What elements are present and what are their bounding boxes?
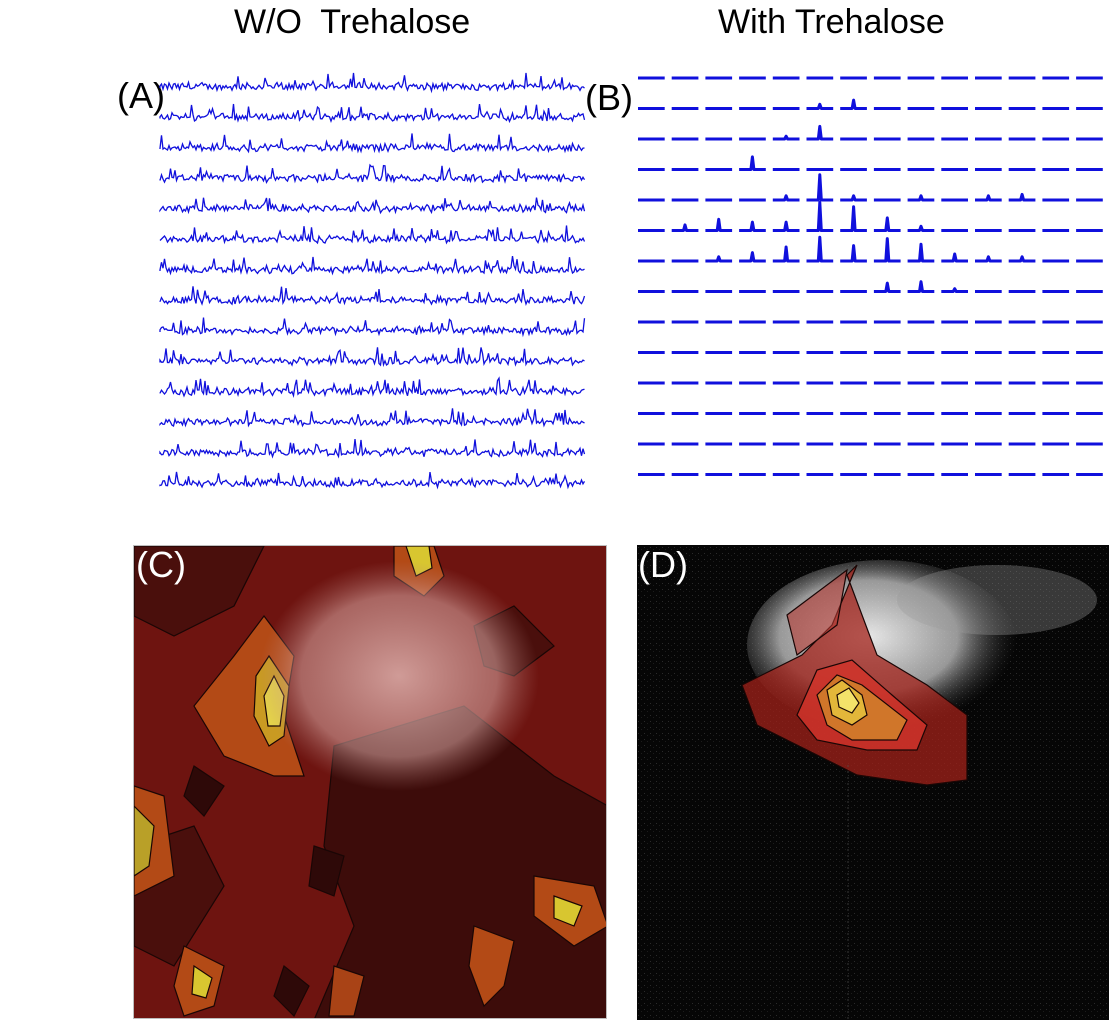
spectrum-trace	[159, 103, 586, 124]
spectrum-cell	[772, 245, 800, 263]
spectrum-cell	[975, 255, 1002, 263]
spectrum-trace	[159, 376, 585, 398]
contour-dark-region	[308, 845, 345, 897]
contour-orange-region	[328, 965, 365, 1017]
contour-dark-region	[273, 964, 310, 1018]
spectrum-cell	[907, 242, 935, 263]
spectrum-trace	[159, 408, 585, 428]
contour-yellow-region	[134, 805, 155, 877]
contour-red-region	[786, 568, 848, 657]
spectral-grid-with-trehalose	[630, 60, 1109, 505]
spectrum-cell	[806, 201, 834, 232]
spectrum-cell	[739, 251, 766, 263]
spectrum-cell	[739, 220, 766, 232]
spectrum-cell	[941, 287, 968, 293]
contour-dark-region	[183, 765, 225, 817]
spectrum-trace	[159, 255, 585, 276]
column-title-without-trehalose: W/O Trehalose	[234, 3, 471, 41]
panel-label-b: (B)	[585, 77, 633, 118]
spectrum-cell	[806, 173, 834, 202]
spectrum-cell	[1008, 255, 1036, 263]
spectrum-cell	[671, 223, 699, 232]
mri-overlay-with-trehalose	[637, 545, 1109, 1020]
spectrum-cell	[873, 237, 901, 263]
column-title-with-trehalose: With Trehalose	[718, 3, 945, 41]
spectrum-cell	[907, 194, 935, 202]
head-image	[259, 561, 539, 791]
spectrum-cell	[806, 124, 834, 141]
spectrum-trace	[159, 225, 586, 245]
contour-yellow-region	[191, 964, 213, 999]
spectrum-trace	[159, 286, 586, 307]
spectrum-cell	[907, 280, 935, 293]
head-image-tail	[897, 565, 1097, 635]
contour-yellow-region	[553, 895, 583, 927]
spectrum-trace	[159, 163, 586, 185]
spectrum-cell	[840, 205, 867, 232]
spectrum-cell	[873, 216, 901, 232]
mri-overlay-without-trehalose	[133, 545, 607, 1019]
spectrum-cell	[772, 134, 800, 141]
spectrum-trace	[159, 317, 586, 338]
spectral-grid-without-trehalose	[155, 60, 590, 505]
spectrum-cell	[941, 252, 968, 263]
spectrum-cell	[705, 255, 733, 263]
spectrum-cell	[907, 224, 935, 232]
spectrum-cell	[975, 194, 1002, 202]
spectrum-trace	[159, 197, 586, 215]
spectrum-cell	[873, 281, 901, 293]
spectrum-trace	[159, 347, 585, 368]
spectrum-cell	[806, 235, 834, 263]
contour-orange-region	[468, 925, 515, 1008]
spectrum-cell	[840, 194, 867, 202]
contour-map	[741, 564, 968, 786]
panel-label-c: (C)	[136, 544, 186, 585]
panel-label-d: (D)	[638, 544, 688, 585]
contour-dark-region	[134, 546, 265, 637]
spectrum-cell	[806, 102, 834, 110]
spectrum-cell	[1008, 192, 1036, 202]
panel-label-a: (A)	[117, 75, 165, 116]
spectrum-cell	[772, 220, 800, 232]
spectrum-cell	[840, 98, 867, 110]
contour-yellow-core	[836, 687, 860, 714]
spectrum-cell	[772, 194, 800, 202]
spectrum-cell	[840, 244, 867, 263]
spectrum-trace	[159, 72, 585, 94]
spectrum-trace	[159, 439, 586, 459]
spectrum-trace	[159, 133, 585, 154]
spectrum-trace	[159, 471, 586, 490]
spectrum-cell	[705, 217, 733, 232]
spectrum-cell	[739, 155, 766, 171]
